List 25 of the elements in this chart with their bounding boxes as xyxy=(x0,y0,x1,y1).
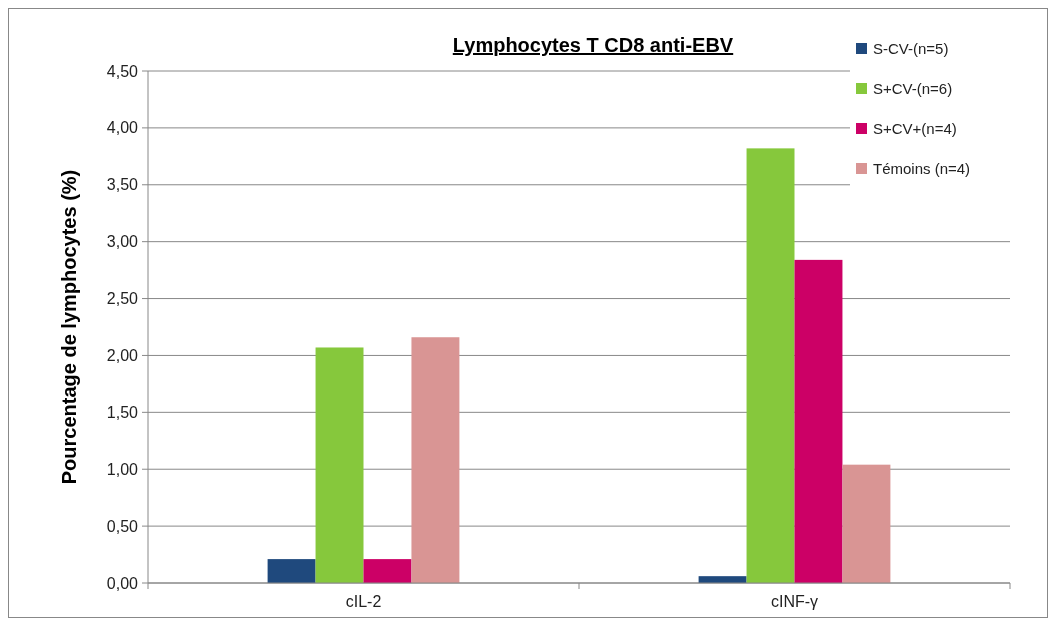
y-axis-title: Pourcentage de lymphocytes (%) xyxy=(58,169,80,485)
y-tick-label: 3,00 xyxy=(106,233,139,251)
y-tick-label: 2,50 xyxy=(106,290,139,308)
bar xyxy=(842,464,891,583)
chart-title: Lymphocytes T CD8 anti-EBV xyxy=(452,34,734,56)
y-tick-label: 3,50 xyxy=(106,176,139,194)
y-tick-label: 1,50 xyxy=(106,403,139,421)
x-tick-label: cIL-2 xyxy=(345,593,382,610)
x-tick-label: cINF-γ xyxy=(770,593,819,610)
y-tick-label: 4,50 xyxy=(106,62,139,80)
bar xyxy=(363,559,412,583)
legend-label: S+CV+(n=4) xyxy=(873,120,957,138)
y-tick-label: 1,00 xyxy=(106,460,139,478)
legend-label: S-CV-(n=5) xyxy=(873,40,949,58)
y-tick-label: 4,00 xyxy=(106,119,139,137)
legend-label: Témoins (n=4) xyxy=(873,160,971,178)
bar xyxy=(267,559,316,583)
bar xyxy=(794,259,843,583)
y-tick-label: 0,00 xyxy=(106,574,139,592)
bar xyxy=(746,148,795,583)
bar xyxy=(315,347,364,583)
legend-label: S+CV-(n=6) xyxy=(873,80,953,98)
bar xyxy=(411,337,460,583)
y-tick-label: 2,00 xyxy=(106,347,139,365)
y-tick-label: 0,50 xyxy=(106,517,139,535)
